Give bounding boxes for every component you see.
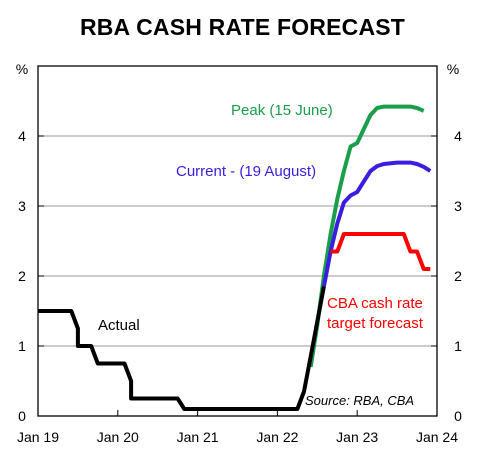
series-line-1 [308,104,425,368]
x-tick-label: Jan 20 [97,429,139,445]
annotations: Peak (15 June) Current - (19 August) Act… [98,102,424,408]
annotation-peak: Peak (15 June) [231,102,333,119]
annotation-cba-line2: target forecast [327,315,424,332]
y-axis-right: 0 1 2 3 4 [431,128,462,424]
series-line-2 [321,160,432,287]
x-tick-label: Jan 21 [177,429,219,445]
y-tick-label-right: 2 [454,268,462,284]
x-tick-label: Jan 22 [256,429,298,445]
series-lines [38,104,432,411]
source-note: Source: RBA, CBA [305,393,414,408]
y-axis-label-right: % [447,61,459,77]
y-tick-label-left: 3 [18,198,26,214]
y-axis-label-left: % [16,61,28,77]
y-axis-left: 0 1 2 3 4 [18,128,44,424]
y-tick-label-left: 1 [18,338,26,354]
chart-title: RBA CASH RATE FORECAST [79,14,406,40]
y-tick-label-right: 0 [454,408,462,424]
gridlines [38,135,437,347]
y-tick-label-left: 2 [18,268,26,284]
y-tick-label-right: 1 [454,338,462,354]
x-tick-label: Jan 24 [416,429,458,445]
y-tick-label-right: 4 [454,128,462,144]
series-line-3 [330,232,431,271]
y-tick-label-left: 4 [18,128,26,144]
series-line-0 [38,286,326,411]
plot-frame [37,65,438,417]
y-tick-label-left: 0 [18,408,26,424]
annotation-actual: Actual [98,317,140,334]
y-tick-label-right: 3 [454,198,462,214]
annotation-current: Current - (19 August) [176,163,316,180]
x-tick-label: Jan 23 [336,429,378,445]
x-axis: Jan 19 Jan 20 Jan 21 Jan 22 Jan 23 Jan 24 [17,410,458,445]
annotation-cba-line1: CBA cash rate [327,295,423,312]
x-tick-label: Jan 19 [17,429,59,445]
